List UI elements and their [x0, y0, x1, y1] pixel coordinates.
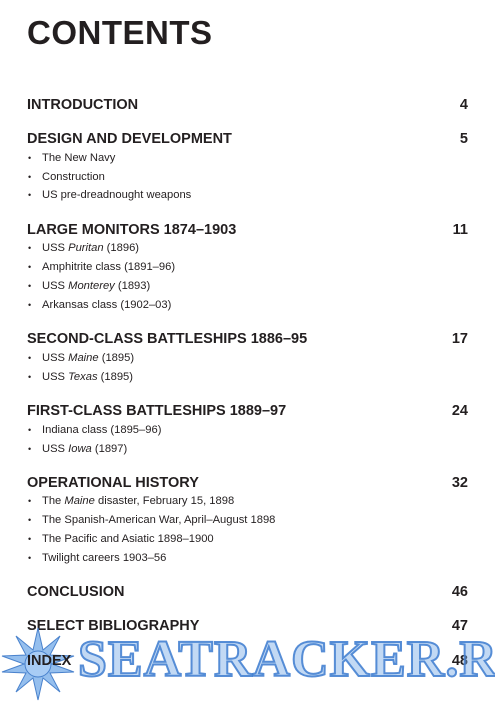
bullet-icon: •	[28, 153, 32, 163]
toc-page-number: 4	[459, 97, 468, 113]
watermark-text: SEATRACKER.RU	[77, 630, 495, 689]
toc-heading[interactable]: FIRST-CLASS BATTLESHIPS 1889–97 24	[27, 403, 468, 423]
toc-heading-label: CONCLUSION	[27, 584, 125, 600]
toc-page-number: 48	[451, 653, 468, 669]
toc-heading-label: SELECT BIBLIOGRAPHY	[27, 618, 200, 634]
toc-item[interactable]: • Indiana class (1895–96)	[28, 424, 162, 436]
bullet-icon: •	[28, 281, 32, 291]
toc-heading[interactable]: SELECT BIBLIOGRAPHY 47	[27, 618, 468, 638]
toc-heading[interactable]: DESIGN AND DEVELOPMENT 5	[27, 131, 468, 151]
bullet-icon: •	[28, 553, 32, 563]
toc-heading[interactable]: LARGE MONITORS 1874–1903 11	[27, 222, 468, 242]
toc-item[interactable]: • Construction	[28, 171, 105, 183]
toc-heading-label: LARGE MONITORS 1874–1903	[27, 222, 237, 238]
toc-page-number: 32	[451, 475, 468, 491]
toc-heading-label: INTRODUCTION	[27, 97, 139, 113]
toc-heading-label: OPERATIONAL HISTORY	[27, 475, 199, 491]
bullet-icon: •	[28, 300, 32, 310]
bullet-icon: •	[28, 243, 32, 253]
page-title: CONTENTS	[27, 14, 213, 51]
bullet-icon: •	[28, 190, 32, 200]
toc-page-number: 11	[452, 222, 468, 238]
bullet-icon: •	[28, 496, 32, 506]
toc-page-number: 5	[459, 131, 468, 147]
toc-item[interactable]: • Arkansas class (1902–03)	[28, 299, 172, 311]
watermark-sun-icon	[1, 627, 75, 701]
toc-item[interactable]: • The Maine disaster, February 15, 1898	[28, 495, 235, 507]
toc-heading-label: FIRST-CLASS BATTLESHIPS 1889–97	[27, 403, 287, 419]
toc-item[interactable]: • USS Texas (1895)	[28, 371, 134, 383]
toc-page-number: 17	[451, 331, 468, 347]
toc-heading-label: SECOND-CLASS BATTLESHIPS 1886–95	[27, 331, 308, 347]
bullet-icon: •	[28, 372, 32, 382]
bullet-icon: •	[28, 172, 32, 182]
bullet-icon: •	[28, 444, 32, 454]
bullet-icon: •	[28, 515, 32, 525]
toc-heading[interactable]: INTRODUCTION 4	[27, 97, 468, 117]
toc-item[interactable]: • US pre-dreadnought weapons	[28, 189, 192, 201]
toc-item[interactable]: • USS Iowa (1897)	[28, 443, 128, 455]
bullet-icon: •	[28, 353, 32, 363]
bullet-icon: •	[28, 534, 32, 544]
bullet-icon: •	[28, 262, 32, 272]
toc-item[interactable]: • The Pacific and Asiatic 1898–1900	[28, 533, 214, 545]
toc-heading[interactable]: CONCLUSION 46	[27, 584, 468, 604]
toc-heading-label: DESIGN AND DEVELOPMENT	[27, 131, 232, 147]
toc-heading[interactable]: SECOND-CLASS BATTLESHIPS 1886–95 17	[27, 331, 468, 351]
toc-heading-label: INDEX	[27, 653, 72, 669]
toc-heading[interactable]: OPERATIONAL HISTORY 32	[27, 475, 468, 495]
toc-item[interactable]: • Twilight careers 1903–56	[28, 552, 167, 564]
toc-heading[interactable]: INDEX 48	[27, 653, 468, 673]
toc-item[interactable]: • USS Monterey (1893)	[28, 280, 151, 292]
toc-item[interactable]: • USS Maine (1895)	[28, 352, 135, 364]
toc-page-number: 46	[451, 584, 468, 600]
toc-page-number: 24	[451, 403, 468, 419]
toc-item[interactable]: • The New Navy	[28, 152, 116, 164]
toc-item[interactable]: • Amphitrite class (1891–96)	[28, 261, 176, 273]
toc-item[interactable]: • The Spanish-American War, April–August …	[28, 514, 276, 526]
toc-item[interactable]: • USS Puritan (1896)	[28, 242, 140, 254]
bullet-icon: •	[28, 425, 32, 435]
toc-page-number: 47	[451, 618, 468, 634]
